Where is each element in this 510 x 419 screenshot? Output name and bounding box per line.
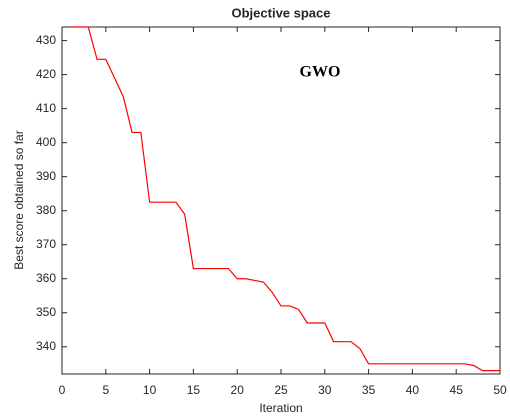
- y-tick-label: 420: [36, 67, 56, 81]
- x-tick-label: 25: [274, 383, 288, 397]
- y-tick-label: 340: [36, 339, 56, 353]
- x-tick-label: 10: [143, 383, 157, 397]
- y-tick-label: 350: [36, 305, 56, 319]
- x-tick-label: 0: [59, 383, 66, 397]
- y-tick-label: 400: [36, 135, 56, 149]
- y-tick-label: 430: [36, 33, 56, 47]
- chart-title: Objective space: [232, 5, 331, 20]
- x-axis-label: Iteration: [259, 401, 302, 415]
- x-tick-label: 15: [187, 383, 201, 397]
- x-tick-label: 20: [231, 383, 245, 397]
- annotation: GWO: [300, 64, 341, 81]
- x-tick-label: 30: [318, 383, 332, 397]
- x-tick-label: 45: [450, 383, 464, 397]
- y-axis-label: Best score obtained so far: [12, 130, 26, 269]
- y-tick-label: 380: [36, 203, 56, 217]
- y-tick-label: 370: [36, 237, 56, 251]
- plot-frame: [61, 26, 501, 375]
- y-tick-label: 410: [36, 101, 56, 115]
- x-tick-label: 40: [406, 383, 420, 397]
- data-line: [70, 26, 500, 372]
- y-tick-label: 390: [36, 169, 56, 183]
- x-tick-label: 5: [102, 383, 109, 397]
- x-tick-label: 35: [362, 383, 376, 397]
- x-tick-label: 50: [493, 383, 507, 397]
- y-tick-label: 360: [36, 271, 56, 285]
